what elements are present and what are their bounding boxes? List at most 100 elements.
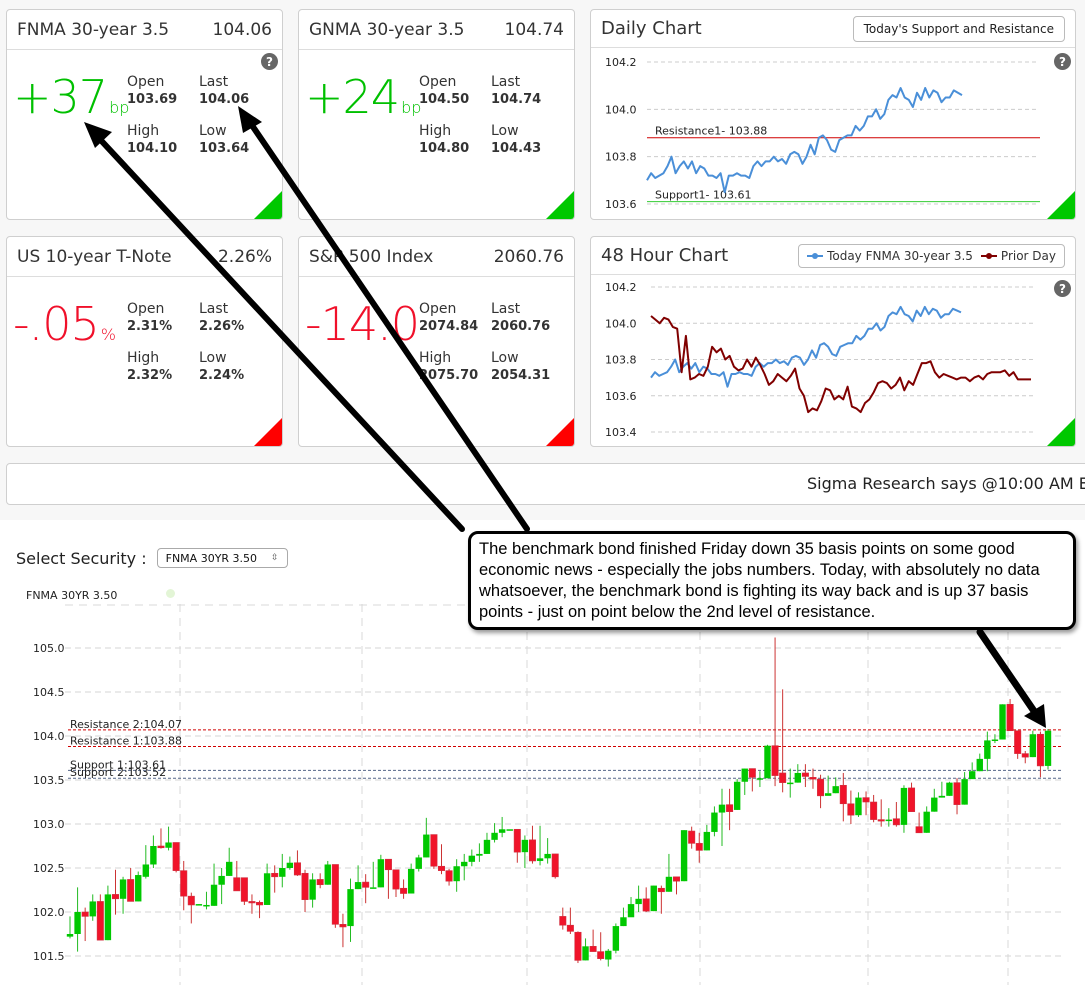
stat-value: 104.80 [419,141,470,156]
help-icon[interactable]: ? [1054,280,1071,297]
svg-text:104.0: 104.0 [33,730,65,743]
select-security-label: Select Security : [16,548,147,568]
change-unit: % [100,325,116,344]
stat-value: 2.31% [127,319,173,334]
change-unit: bp [401,98,422,117]
stats-grid: Open 2074.84 Last 2060.76 High 2075.70 Low 2… [419,301,563,385]
stat-label: High [419,350,452,366]
stat-low: Low 103.64 [199,123,271,158]
stat-label: Last [491,301,521,317]
card-price: 2.26% [217,246,272,267]
stat-label: High [127,350,160,366]
security-select[interactable]: FNMA 30YR 3.50 ⇳ [156,548,288,568]
svg-text:104.5: 104.5 [33,686,65,699]
change-unit: bp [109,98,130,117]
stat-open: Open 103.69 [127,74,199,109]
svg-text:105.0: 105.0 [33,642,65,655]
quote-card-tnote: US 10-year T-Note 2.26% -.05% Open 2.31% … [6,236,283,447]
help-icon[interactable]: ? [1054,53,1071,70]
svg-text:102.5: 102.5 [33,862,65,875]
legend-item-prior[interactable]: Prior Day [980,248,1056,263]
change-value: -.05% [13,301,116,358]
stat-value: 104.10 [127,141,178,156]
stat-label: Last [199,301,229,317]
legend-label: Prior Day [1000,248,1056,263]
trend-down-corner-icon [546,418,574,446]
stat-value: 2074.84 [419,319,479,334]
stat-label: High [127,123,160,139]
stat-label: Low [199,123,227,139]
stat-last: Last 2.26% [199,301,271,336]
svg-text:Support 1:103.61: Support 1:103.61 [70,758,166,771]
stat-open: Open 2.31% [127,301,199,336]
trend-up-corner-icon [254,191,282,219]
card-header: Daily Chart Today's Support and Resistan… [591,10,1075,48]
svg-text:103.6: 103.6 [605,198,637,211]
stat-value: 2060.76 [491,319,551,334]
stat-high: High 104.10 [127,123,199,158]
change-number: +24 [305,70,400,124]
stat-label: Low [491,350,519,366]
svg-text:103.8: 103.8 [605,354,637,367]
change-number: -14.0 [305,297,420,351]
quote-card-fnma: FNMA 30-year 3.5 104.06 ? +37 bp Open 103.… [6,9,283,220]
stat-open: Open 104.50 [419,74,491,109]
stat-value: 2.26% [199,319,245,334]
chart-legend: Today FNMA 30-year 3.5 Prior Day [798,243,1065,268]
legend-item-today[interactable]: Today FNMA 30-year 3.5 [807,249,973,263]
stat-label: Low [199,350,227,366]
svg-text:104.2: 104.2 [605,56,637,69]
stats-grid: Open 104.50 Last 104.74 High 104.80 Low 104.… [419,74,563,158]
stat-last: Last 104.74 [491,74,563,109]
card-header: GNMA 30-year 3.5 104.74 [299,10,574,50]
hour48-line-chart: 104.2 104.0 103.8 103.6 103.4 [605,281,1036,439]
stat-high: High 2075.70 [419,350,491,385]
legend-label: Today FNMA 30-year 3.5 [827,248,973,263]
card-header: S&P 500 Index 2060.76 [299,237,574,277]
security-select-row: Select Security : FNMA 30YR 3.50 ⇳ [16,548,288,568]
card-title: GNMA 30-year 3.5 [309,19,465,40]
quote-card-sp500: S&P 500 Index 2060.76 -14.0 Open 2074.84 … [298,236,575,447]
daily-chart-card: Daily Chart Today's Support and Resistan… [590,9,1076,220]
change-number: +37 [13,70,108,124]
stat-high: High 104.80 [419,123,491,158]
legend-line-icon [807,252,824,259]
chart-title: 48 Hour Chart [601,245,729,266]
change-number: -.05 [13,297,100,351]
card-price: 104.74 [504,19,564,40]
svg-text:Support1- 103.61: Support1- 103.61 [655,189,751,202]
candlestick-series-label: FNMA 30YR 3.50 [26,589,118,602]
card-price: 104.06 [212,19,272,40]
ticker-text: Sigma Research says @10:00 AM EST [807,474,1085,493]
stats-grid: Open 2.31% Last 2.26% High 2.32% Low 2.24% [127,301,271,385]
updown-chevron-icon: ⇳ [271,553,279,563]
stat-value: 103.69 [127,92,178,107]
svg-text:103.6: 103.6 [605,390,637,403]
svg-text:Resistance 2:104.07: Resistance 2:104.07 [70,718,182,731]
svg-text:103.8: 103.8 [605,151,637,164]
arrow-to-latest-candle-icon [976,628,1046,728]
stat-high: High 2.32% [127,350,199,385]
change-value: +24 bp [305,74,421,131]
trend-up-corner-icon [1047,418,1075,446]
stat-low: Low 2054.31 [491,350,563,385]
card-title: S&P 500 Index [309,246,434,267]
svg-text:101.5: 101.5 [33,950,65,963]
daily-line-chart: 104.2 104.0 103.8 103.6 Resistance1- 103.88 S… [605,56,1040,211]
select-value: FNMA 30YR 3.50 [165,551,258,565]
stat-label: Open [127,301,165,317]
svg-text:103.0: 103.0 [33,818,65,831]
svg-text:104.2: 104.2 [605,281,637,294]
svg-text:Support 2:103.52: Support 2:103.52 [70,766,166,779]
trend-up-corner-icon [1047,191,1075,219]
trend-up-corner-icon [546,191,574,219]
change-value: -14.0 [305,301,421,358]
legend-line-icon [980,252,997,259]
svg-text:102.0: 102.0 [33,906,65,919]
stat-value: 103.64 [199,141,250,156]
stat-value: 104.06 [199,92,250,107]
help-icon[interactable]: ? [261,53,278,70]
support-resistance-button[interactable]: Today's Support and Resistance [852,15,1065,42]
stat-value: 104.50 [419,92,470,107]
quote-card-gnma: GNMA 30-year 3.5 104.74 +24 bp Open 104.50… [298,9,575,220]
